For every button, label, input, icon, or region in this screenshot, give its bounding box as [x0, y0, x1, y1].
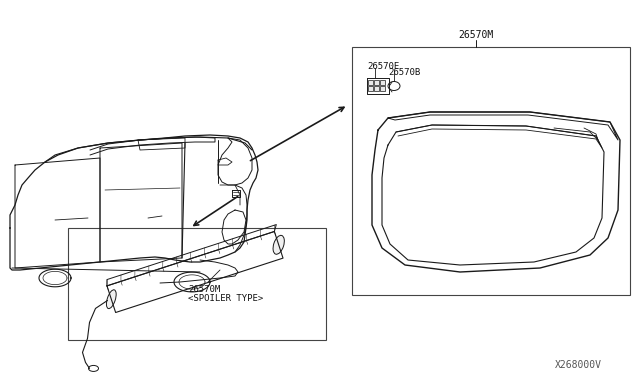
FancyBboxPatch shape [380, 80, 385, 85]
FancyBboxPatch shape [380, 86, 385, 91]
FancyBboxPatch shape [374, 86, 379, 91]
FancyBboxPatch shape [374, 80, 379, 85]
Text: <SPOILER TYPE>: <SPOILER TYPE> [188, 294, 263, 303]
Bar [68, 228, 326, 340]
Text: 26570M: 26570M [458, 30, 493, 40]
Text: 26570B: 26570B [388, 68, 420, 77]
Text: 26570E: 26570E [367, 62, 399, 71]
Text: 26570M: 26570M [188, 285, 220, 294]
Bar [352, 47, 630, 295]
FancyBboxPatch shape [368, 80, 373, 85]
Text: X268000V: X268000V [555, 360, 602, 370]
FancyBboxPatch shape [368, 86, 373, 91]
Ellipse shape [273, 235, 284, 254]
Ellipse shape [106, 290, 116, 309]
